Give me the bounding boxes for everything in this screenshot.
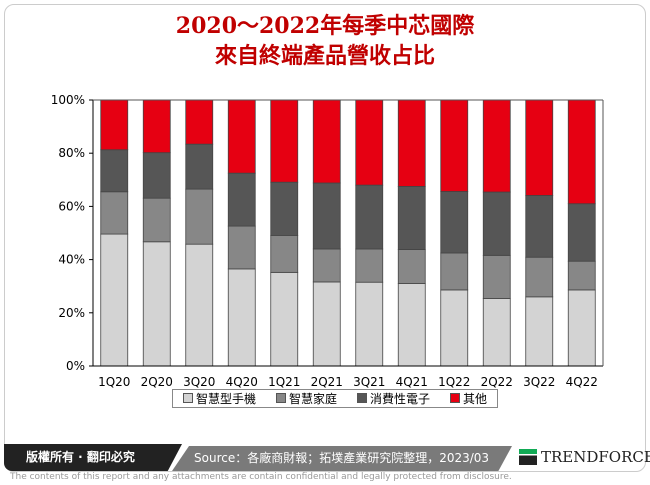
- bar-segment: [100, 149, 129, 193]
- chart-title-line1: 2020～2022年每季中芯國際: [175, 13, 475, 39]
- legend: 智慧型手機 智慧家庭 消費性電子 其他: [172, 389, 498, 408]
- legend-swatch: [182, 393, 193, 403]
- y-tick-label: 100%: [51, 93, 85, 107]
- legend-item: 智慧型手機: [182, 390, 256, 407]
- bar-segment: [142, 197, 171, 243]
- y-tick-label: 80%: [58, 146, 85, 160]
- bar-segment: [355, 248, 384, 283]
- bar-segment: [185, 99, 214, 145]
- bar-segment: [525, 256, 554, 298]
- footer: 版權所有 · 翻印必究 Source：各廠商財報；拓墣產業研究院整理，2023/…: [4, 444, 650, 471]
- legend-swatch: [356, 393, 367, 403]
- x-tick-label: 2Q21: [311, 375, 343, 389]
- chart-title-line2: 來自終端產品營收占比: [214, 43, 435, 69]
- stacked-bar-chart: 1Q20 2Q20 3Q20 4Q20 1Q21 2Q21 3Q21 4Q21 1Q22 2Q22…: [51, 93, 604, 389]
- y-tick-label: 20%: [58, 306, 85, 320]
- bar-segment: [482, 254, 511, 299]
- legend-label: 智慧型手機: [195, 392, 256, 406]
- x-tick-label: 4Q20: [226, 375, 258, 389]
- bar-segment: [397, 99, 426, 187]
- bar-segment: [312, 281, 341, 367]
- bar-segment: [397, 283, 426, 367]
- bar-segment: [440, 252, 469, 291]
- bar-segment: [567, 203, 596, 262]
- bar-segment: [185, 143, 214, 190]
- bar-segment: [482, 191, 511, 256]
- x-tick-label: 4Q21: [396, 375, 428, 389]
- bar-segment: [270, 271, 299, 367]
- bar-segment: [270, 234, 299, 273]
- source-text: Source：各廠商財報；拓墣產業研究院整理，2023/03: [172, 446, 512, 471]
- y-tick-label: 0%: [66, 359, 85, 373]
- bar-segment: [185, 188, 214, 245]
- bar-segment: [142, 99, 171, 154]
- bar-segment: [227, 99, 256, 174]
- x-tick-label: 1Q21: [268, 375, 300, 389]
- bar-segment: [227, 268, 256, 367]
- bar-segment: [397, 249, 426, 284]
- bar-segment: [567, 99, 596, 205]
- legend-item: 其他: [449, 390, 487, 407]
- bar-segment: [525, 99, 554, 196]
- bar-segment: [312, 182, 341, 250]
- legend-swatch: [449, 393, 460, 403]
- bar-segment: [482, 99, 511, 193]
- bar-segment: [525, 296, 554, 367]
- bar-segment: [355, 184, 384, 250]
- x-tick-label: 3Q20: [183, 375, 215, 389]
- bar-segment: [440, 289, 469, 367]
- y-tick-label: 40%: [58, 253, 85, 267]
- bar-segment: [227, 172, 256, 227]
- bar-segment: [100, 191, 129, 235]
- x-tick-label: 1Q20: [98, 375, 130, 389]
- trendforce-logo: TRENDFORCE: [519, 448, 650, 466]
- bar-segment: [185, 243, 214, 367]
- x-tick-label: 2Q20: [141, 375, 173, 389]
- bar-segment: [397, 186, 426, 250]
- bar-segment: [100, 99, 129, 151]
- legend-label: 其他: [462, 392, 487, 406]
- bar-segment: [482, 298, 511, 367]
- x-tick-label: 2Q22: [481, 375, 513, 389]
- bar-segment: [567, 260, 596, 291]
- legend-label: 智慧家庭: [288, 392, 337, 406]
- bar-segment: [525, 195, 554, 258]
- bar-segment: [142, 152, 171, 199]
- y-tick-label: 60%: [58, 199, 85, 213]
- disclaimer: The contents of this report and any atta…: [10, 472, 512, 482]
- bar-segment: [312, 99, 341, 184]
- bar-segment: [567, 289, 596, 367]
- bar-segment: [440, 99, 469, 192]
- x-tick-label: 1Q22: [438, 375, 470, 389]
- bar-segment: [312, 248, 341, 283]
- bar-segment: [100, 233, 129, 367]
- bar-segment: [270, 181, 299, 236]
- legend-label: 消費性電子: [369, 392, 430, 406]
- bar-segment: [142, 241, 171, 367]
- x-tick-label: 4Q22: [566, 375, 598, 389]
- bar-segment: [440, 191, 469, 254]
- legend-item: 消費性電子: [356, 390, 430, 407]
- bar-segment: [227, 225, 256, 270]
- legend-swatch: [275, 393, 286, 403]
- bar-segment: [270, 99, 299, 183]
- x-tick-label: 3Q21: [353, 375, 385, 389]
- bar-segment: [355, 99, 384, 186]
- legend-item: 智慧家庭: [275, 390, 337, 407]
- trendforce-logo-icon: [519, 449, 537, 465]
- logo-text: TRENDFORCE: [541, 448, 650, 466]
- copyright: 版權所有 · 翻印必究: [4, 444, 182, 471]
- bar-segment: [355, 281, 384, 367]
- x-tick-label: 3Q22: [523, 375, 555, 389]
